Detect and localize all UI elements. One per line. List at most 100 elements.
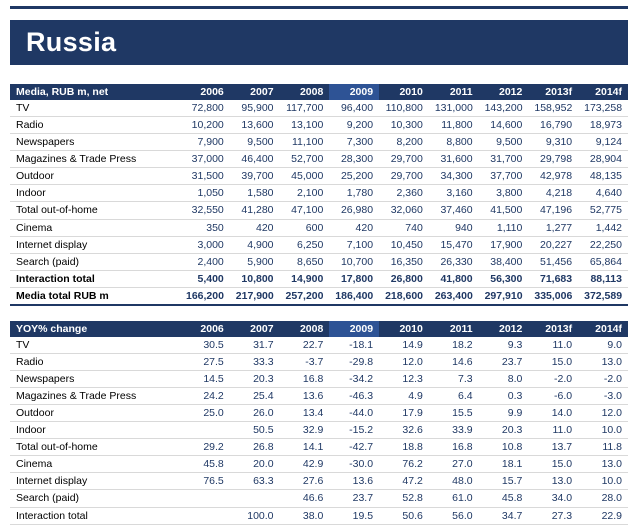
cell-value: 7,300 bbox=[329, 133, 380, 152]
table-row: Interaction total 100.0 38.0 19.5 50.6 56.0 34… bbox=[10, 507, 628, 525]
cell-value: 16,790 bbox=[528, 116, 579, 135]
cell-value: 13.0 bbox=[528, 472, 579, 491]
cell-value: 48.0 bbox=[428, 472, 479, 491]
cell-value: 12.0 bbox=[578, 404, 628, 423]
table-header-row: YOY% change 2006 2007 2008 2009 2010 2011 2012 2… bbox=[10, 320, 628, 337]
cell-value: 9,500 bbox=[478, 133, 529, 152]
cell-value: 26,800 bbox=[379, 270, 429, 288]
cell-value: -6.0 bbox=[528, 387, 579, 406]
cell-value: 10.8 bbox=[478, 438, 529, 457]
tables-container: Media, RUB m, net 2006 2007 2008 2009 2010 201… bbox=[10, 84, 628, 526]
cell-value: 20.5 bbox=[428, 523, 479, 526]
table-row: Radio 27.5 33.3 -3.7 -29.8 12.0 14.6 23.7 15.0 13… bbox=[10, 353, 628, 372]
cell-value: -29.8 bbox=[329, 353, 380, 372]
cell-value: 34.0 bbox=[528, 489, 579, 508]
cell-value: 32.6 bbox=[379, 421, 429, 440]
cell-value: -2.0 bbox=[528, 370, 579, 389]
cell-value: -3.0 bbox=[578, 387, 628, 406]
cell-value: -46.3 bbox=[329, 387, 380, 406]
cell-value: 18.2 bbox=[428, 336, 479, 354]
table-row: Outdoor 25.0 26.0 13.4 -44.0 17.9 15.5 9.9 14.0 1… bbox=[10, 404, 628, 423]
media-rub-table: Media, RUB m, net 2006 2007 2008 2009 2010 201… bbox=[10, 84, 628, 306]
table-row: Cinema 45.8 20.0 42.9 -30.0 76.2 27.0 18.1 15.0 1… bbox=[10, 455, 628, 474]
cell-value: 14.0 bbox=[528, 404, 579, 423]
cell-value: 13.6 bbox=[329, 472, 380, 491]
cell-value: 39,700 bbox=[229, 167, 280, 186]
table-row: Indoor 1,050 1,580 2,100 1,780 2,360 3,160 3,80… bbox=[10, 184, 628, 203]
table-row: TV 72,800 95,900 117,700 96,400 110,800 131,00… bbox=[10, 100, 628, 118]
cell-value: 10,300 bbox=[379, 116, 429, 135]
cell-value: -3.7 bbox=[279, 353, 330, 372]
year-header-2011: 2011 bbox=[428, 320, 479, 337]
cell-value: -15.2 bbox=[329, 421, 380, 440]
cell-value: 41,500 bbox=[478, 201, 529, 220]
cell-value: 46.6 bbox=[279, 489, 330, 508]
cell-value: 23.7 bbox=[329, 489, 380, 508]
cell-value: -42.7 bbox=[329, 438, 380, 457]
table-row: Internet display 76.5 63.3 27.6 13.6 47.2 48.0… bbox=[10, 472, 628, 491]
cell-value: 7,900 bbox=[180, 133, 230, 152]
cell-value: 420 bbox=[329, 219, 380, 237]
cell-value: 29.4 bbox=[180, 523, 230, 526]
cell-value: 52.8 bbox=[379, 489, 429, 508]
cell-value: 18.1 bbox=[478, 455, 529, 474]
cell-value: 257,200 bbox=[279, 286, 330, 305]
cell-value: 56,300 bbox=[478, 270, 529, 288]
cell-value: 96,400 bbox=[329, 100, 380, 118]
cell-value: 3,000 bbox=[180, 236, 230, 254]
cell-value: 26.0 bbox=[229, 404, 280, 423]
page-title: Russia bbox=[26, 27, 117, 57]
row-label: Search (paid) bbox=[10, 253, 180, 271]
cell-value: 420 bbox=[229, 219, 280, 237]
cell-value: 37,700 bbox=[478, 167, 529, 186]
cell-value: 27.5 bbox=[180, 353, 230, 372]
cell-value: 33.3 bbox=[229, 353, 280, 372]
year-header-2013f: 2013f bbox=[528, 320, 579, 337]
cell-value: 15,470 bbox=[428, 236, 479, 254]
cell-value: 1,050 bbox=[180, 184, 230, 203]
cell-value: 4,900 bbox=[229, 236, 280, 254]
cell-value: 29.2 bbox=[180, 438, 230, 457]
cell-value: 6.4 bbox=[428, 387, 479, 406]
cell-value: 14.6 bbox=[428, 353, 479, 372]
cell-value: 34,300 bbox=[428, 167, 479, 186]
row-label: Outdoor bbox=[10, 167, 180, 186]
table-title-cell: YOY% change bbox=[10, 320, 180, 337]
cell-value: 16.8 bbox=[428, 438, 479, 457]
cell-value: 13.7 bbox=[528, 438, 579, 457]
cell-value: 600 bbox=[279, 219, 330, 237]
cell-value: 20,227 bbox=[528, 236, 579, 254]
cell-value: 13.1 bbox=[478, 523, 529, 526]
row-label: Cinema bbox=[10, 219, 180, 237]
cell-value: 9,500 bbox=[229, 133, 280, 152]
cell-value: 31,600 bbox=[428, 150, 479, 169]
cell-value: 5,900 bbox=[229, 253, 280, 271]
row-label: Magazines & Trade Press bbox=[10, 387, 180, 406]
cell-value: 9.0 bbox=[578, 336, 628, 354]
cell-value: 28.0 bbox=[578, 489, 628, 508]
cell-value: 50.6 bbox=[379, 507, 429, 525]
cell-value: 15.0 bbox=[528, 455, 579, 474]
cell-value: 4,218 bbox=[528, 184, 579, 203]
cell-value: 45,000 bbox=[279, 167, 330, 186]
cell-value: 37,460 bbox=[428, 201, 479, 220]
cell-value: -34.2 bbox=[329, 370, 380, 389]
cell-value: 65,864 bbox=[578, 253, 628, 271]
row-label: TV bbox=[10, 100, 180, 118]
year-header-2006: 2006 bbox=[180, 320, 230, 337]
table-row: Newspapers 14.5 20.3 16.8 -34.2 12.3 7.3 8.0 -2.… bbox=[10, 370, 628, 389]
cell-value: 45.8 bbox=[478, 489, 529, 508]
cell-value: 13.6 bbox=[279, 387, 330, 406]
cell-value: 10,800 bbox=[229, 270, 280, 288]
cell-value: 16,350 bbox=[379, 253, 429, 271]
cell-value: 42.9 bbox=[279, 455, 330, 474]
cell-value: 110,800 bbox=[379, 100, 429, 118]
cell-value: 11.2 bbox=[578, 523, 628, 526]
cell-value: 33.9 bbox=[428, 421, 479, 440]
cell-value: 25,200 bbox=[329, 167, 380, 186]
cell-value: 18,973 bbox=[578, 116, 628, 135]
cell-value: 372,589 bbox=[578, 286, 628, 305]
cell-value: 88,113 bbox=[578, 270, 628, 288]
cell-value: 12.0 bbox=[379, 353, 429, 372]
cell-value: 13.0 bbox=[578, 455, 628, 474]
